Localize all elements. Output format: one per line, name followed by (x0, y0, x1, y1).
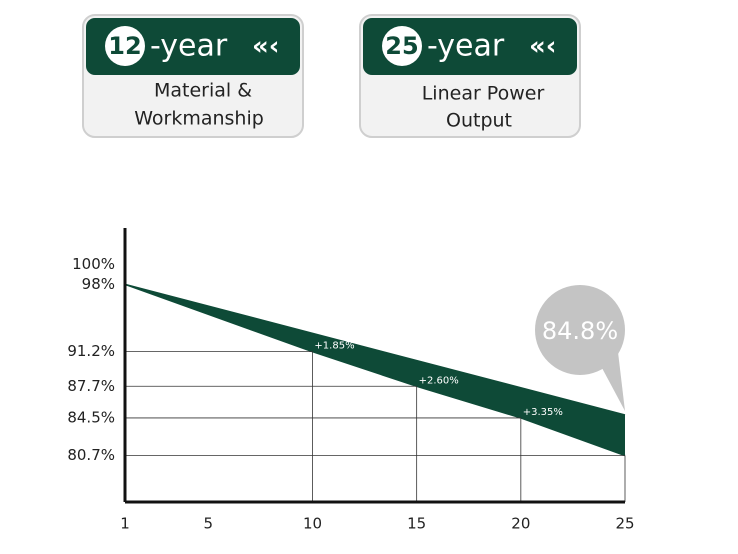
y-tick-label: 100% (72, 255, 115, 273)
badge-number: 25 (385, 32, 418, 60)
y-tick-label: 80.7% (67, 446, 115, 464)
band-edge (124, 283, 626, 416)
x-tick-label: 15 (407, 515, 426, 533)
badge-caption: Linear Power (422, 83, 545, 105)
x-tick-label: 20 (511, 515, 530, 533)
badge: 12 -year «‹ Material & Workmanship (82, 14, 304, 138)
x-tick-label: 25 (615, 515, 634, 533)
chevron-icon: «‹ (252, 32, 280, 62)
x-tick-label: 10 (303, 515, 322, 533)
badge-circle (382, 26, 422, 66)
chevron-icon: «‹ (529, 32, 557, 62)
badge: 25 -year «‹ Linear Power Output (359, 14, 581, 138)
callout-bubble (602, 351, 625, 411)
y-tick-label: 98% (82, 275, 115, 293)
badge-caption: Workmanship (134, 108, 264, 130)
chart: 100%98%91.2%87.7%84.5%80.7%1 5 10 15 20 25+1.… (67, 228, 635, 533)
annotation: +1.85% (314, 341, 354, 352)
annotation: +2.60% (419, 375, 459, 386)
callout-label: 84.8% (542, 317, 618, 345)
y-tick-label: 87.7% (67, 377, 115, 395)
x-tick-label: 5 (204, 515, 214, 533)
band-fill (125, 284, 625, 456)
badge-number: 12 (108, 32, 141, 60)
badge-circle (105, 26, 145, 66)
y-tick-label: 91.2% (67, 342, 115, 360)
badge-suffix: -year (150, 29, 228, 64)
y-tick-label: 84.5% (67, 408, 115, 426)
callout-bubble (535, 284, 625, 375)
badge-caption: Output (446, 110, 512, 132)
x-tick-label: 1 (120, 515, 130, 533)
badge-caption: Material & (154, 80, 252, 102)
annotation: +3.35% (523, 407, 563, 418)
badge-suffix: -year (427, 29, 505, 64)
